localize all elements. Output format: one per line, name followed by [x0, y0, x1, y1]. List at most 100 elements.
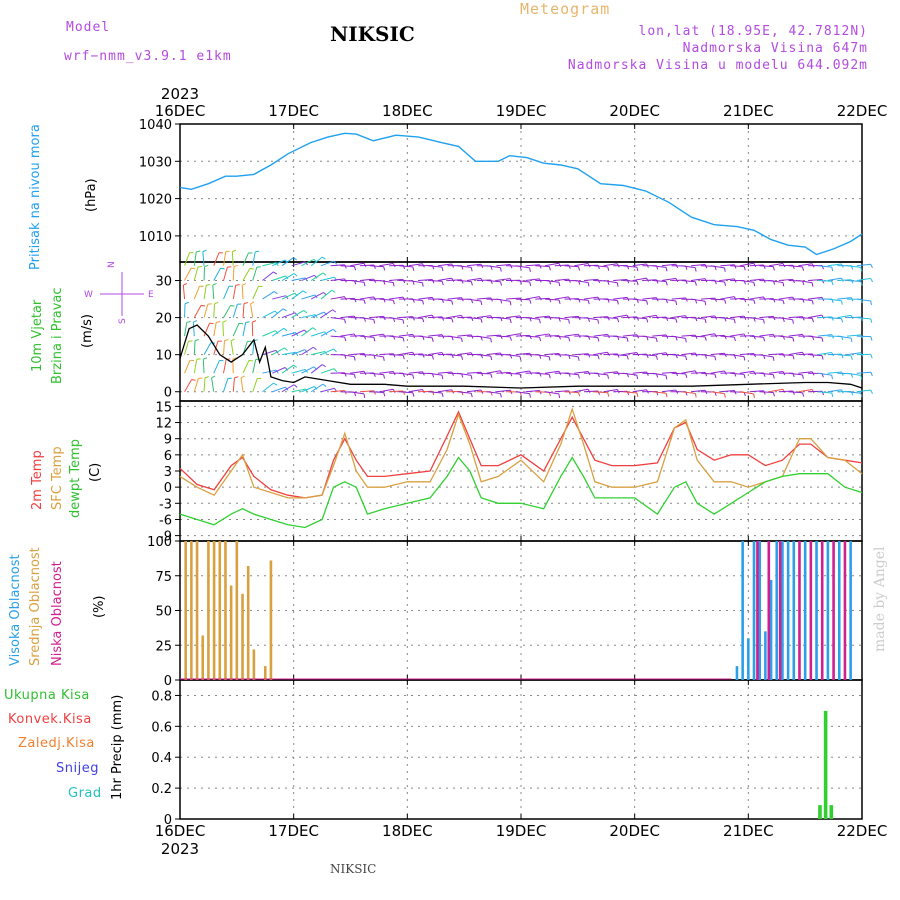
wind-barb-flag — [578, 266, 581, 271]
wind-barb-flag — [850, 355, 853, 360]
dewpoint-line — [179, 456, 863, 529]
cloud-low-bar — [832, 541, 835, 680]
wind-barb — [271, 327, 285, 337]
wind-barb-flag — [724, 299, 727, 304]
wind-barb-flag — [184, 301, 189, 305]
wind-barb — [583, 354, 599, 356]
wind-barb — [671, 315, 686, 319]
wind-barb-flag — [490, 356, 493, 361]
wind-barb — [788, 333, 803, 337]
wind-barb-flag — [821, 355, 824, 360]
wind-barb-flag — [704, 336, 707, 341]
wind-barb-flag — [249, 267, 255, 270]
wind-barb-flag — [860, 281, 863, 286]
wind-barb-flag — [607, 316, 610, 321]
wind-barb — [252, 378, 258, 392]
wind-barb — [691, 389, 706, 393]
wind-barb — [389, 278, 404, 282]
wind-barb — [622, 265, 637, 268]
wind-barb — [544, 262, 559, 267]
wind-barb-flag — [353, 374, 356, 379]
wind-barb-flag — [250, 301, 255, 305]
wind-barb-flag — [743, 374, 746, 379]
wind-barb — [350, 280, 365, 283]
wind-barb — [554, 296, 569, 300]
y-tick-label: 0 — [164, 386, 172, 401]
wind-barb — [232, 323, 240, 337]
cloud-high-bar — [758, 541, 761, 680]
wind-barb — [564, 391, 579, 393]
top-date-label: 22DEC — [837, 102, 888, 120]
wind-barb — [769, 388, 783, 393]
wind-barb — [476, 315, 491, 319]
wind-barb-flag — [704, 318, 707, 324]
top-date-label: 19DEC — [496, 102, 547, 120]
wind-barb — [428, 334, 443, 337]
model-label: Model — [66, 20, 111, 35]
bottom-date-label: 18DEC — [382, 822, 433, 840]
cloud-low-bar — [843, 541, 847, 680]
wind-barb-flag — [714, 356, 717, 361]
wind-barb — [720, 296, 735, 300]
wind-barb-flag — [382, 356, 385, 361]
wind-barb — [272, 367, 286, 374]
wind-barb — [232, 285, 237, 300]
wind-barb — [379, 298, 394, 301]
wind-barb — [749, 264, 764, 267]
wind-barb — [642, 297, 657, 300]
wind-barb — [691, 298, 706, 302]
wind-barb-flag — [548, 266, 551, 271]
wind-barb — [515, 280, 530, 283]
altitude-label: Nadmorska Visina 647m — [682, 41, 868, 56]
wind-barb-flag — [373, 337, 376, 342]
wind-barb — [262, 271, 274, 281]
wind-barb-flag — [283, 327, 288, 332]
wind-barb — [320, 289, 333, 300]
compass-n: N — [107, 261, 117, 268]
wind-barb-flag — [782, 282, 785, 287]
wind-barb — [252, 359, 257, 374]
wind-barb — [837, 354, 852, 357]
wind-barb — [739, 352, 754, 356]
cloud-high-bar — [747, 638, 750, 680]
wind-barb — [281, 364, 294, 374]
wind-barb-flag — [196, 358, 201, 360]
pressure-line — [179, 132, 863, 256]
precip-bar — [823, 710, 828, 819]
wind-barb — [603, 263, 618, 267]
wind-barb — [447, 354, 462, 357]
wind-barb — [535, 354, 550, 358]
wind-barb-flag — [636, 281, 639, 286]
wind-barb-flag — [568, 390, 571, 395]
wind-barb — [447, 335, 462, 339]
wind-barb-flag — [802, 316, 805, 321]
wind-barb-flag — [500, 334, 503, 340]
wind-barb-flag — [578, 392, 581, 397]
wind-barb-flag — [499, 267, 502, 272]
wind-barb — [476, 372, 491, 375]
wind-barb-flag — [772, 266, 775, 271]
wind-barb-flag — [242, 283, 247, 286]
wind-barb — [212, 285, 215, 300]
wind-barb — [564, 265, 579, 268]
y-tick-label: 10 — [155, 349, 172, 364]
wind-barb — [223, 251, 227, 266]
wind-barb-flag — [470, 375, 473, 380]
wind-barb — [398, 265, 413, 268]
y-tick-label: 50 — [155, 605, 172, 620]
wind-barb — [769, 370, 784, 374]
wind-barb-flag — [694, 281, 697, 286]
wind-barb-flag — [519, 356, 522, 361]
wind-barb-flag — [860, 393, 863, 398]
wind-barb — [661, 371, 676, 374]
wind-barb — [408, 298, 423, 302]
wind-barb-flag — [792, 355, 795, 360]
wind-barb — [447, 279, 462, 282]
wind-barb — [311, 351, 325, 356]
wind-barb-flag — [200, 304, 206, 307]
wind-barb — [808, 354, 823, 357]
wind-barb — [310, 383, 324, 393]
wind-barb — [661, 317, 676, 320]
y-tick-label: 0.8 — [151, 689, 172, 704]
wind-barb — [808, 335, 823, 339]
